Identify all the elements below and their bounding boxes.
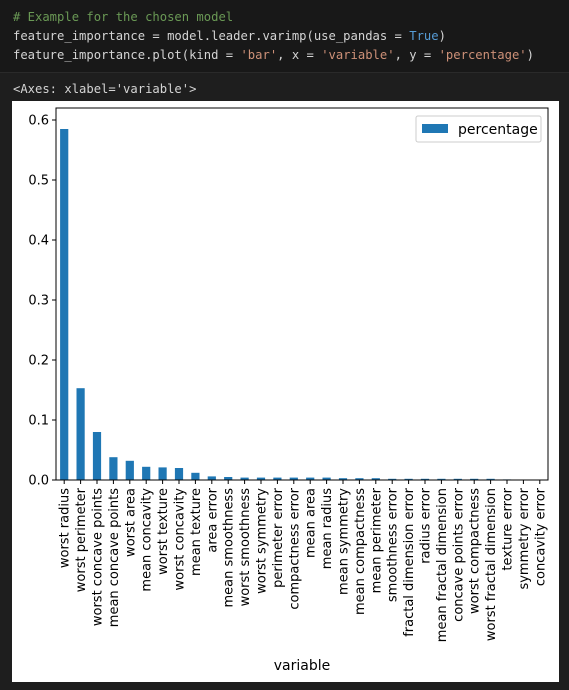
bar <box>125 460 134 480</box>
code-string: 'variable' <box>321 48 395 62</box>
code-line-1: # Example for the chosen model <box>13 8 233 26</box>
bar <box>453 478 462 480</box>
y-tick-label: 0.6 <box>28 114 49 129</box>
code-token: ) <box>526 48 534 62</box>
bar <box>256 477 266 480</box>
bar <box>470 478 479 480</box>
y-tick-label: 0.1 <box>28 414 49 429</box>
x-tick-label: worst perimeter <box>74 487 89 592</box>
bar <box>355 478 364 480</box>
bar <box>289 477 298 480</box>
x-axis-label: variable <box>274 658 330 674</box>
x-tick-label: worst symmetry <box>255 488 270 594</box>
bar <box>306 477 315 480</box>
bar-chart: worst radius worst perimeter worst concave… <box>28 107 549 674</box>
bar <box>338 478 348 480</box>
x-tick-label: mean concavity <box>140 488 155 592</box>
x-tick-label: texture error <box>501 487 516 570</box>
bar <box>109 457 118 480</box>
bar <box>486 478 495 480</box>
legend-swatch <box>422 124 448 133</box>
chart-legend: percentage <box>415 115 542 143</box>
bar <box>388 478 397 480</box>
x-tick-label: worst compactness <box>468 488 483 614</box>
code-keyword: True <box>409 29 439 43</box>
x-tick-label: worst texture <box>156 488 171 575</box>
bar <box>92 432 102 480</box>
x-tick-label: mean perimeter <box>369 487 384 593</box>
bar <box>273 477 282 480</box>
x-tick-label: concave points error <box>451 487 466 621</box>
axes-frame <box>55 107 549 481</box>
code-string: 'bar' <box>240 48 278 62</box>
x-tick-label: area error <box>205 487 220 552</box>
code-line-3: feature_importance.plot(kind = 'bar', x … <box>13 46 534 64</box>
x-tick-label: mean compactness <box>353 488 368 615</box>
bar <box>240 477 249 480</box>
bar <box>404 478 413 480</box>
y-tick-label: 0.3 <box>28 294 49 309</box>
x-tick-label: radius error <box>419 487 434 563</box>
bar <box>60 129 69 480</box>
x-tick-label: fractal dimension error <box>402 487 417 636</box>
x-tick-label: worst radius <box>58 488 73 568</box>
x-tick-label: worst smoothness <box>238 488 253 607</box>
bar <box>207 476 216 480</box>
bar <box>437 478 446 480</box>
x-tick-label: symmetry error <box>517 487 532 589</box>
bar <box>174 468 184 480</box>
x-tick-label: smoothness error <box>386 487 401 602</box>
x-tick-label: worst area <box>123 488 138 557</box>
x-tick-label: worst fractal dimension <box>484 488 499 641</box>
code-token: , y = <box>394 48 439 62</box>
output-repr: <Axes: xlabel='variable'> <box>13 82 197 96</box>
x-tick-label: mean radius <box>320 488 335 569</box>
code-line-2: feature_importance = model.leader.varimp… <box>13 27 446 45</box>
x-tick-label: mean fractal dimension <box>435 488 450 642</box>
x-tick-label: perimeter error <box>271 487 286 588</box>
code-token: , x = <box>277 48 322 62</box>
code-token: ) <box>438 29 446 43</box>
x-tick-label: concavity error <box>533 487 548 586</box>
bar <box>420 478 430 480</box>
code-string: 'percentage' <box>438 48 527 62</box>
bar <box>322 477 331 480</box>
x-tick-label: compactness error <box>287 487 302 609</box>
code-token: feature_importance = model.leader.varimp… <box>13 29 410 43</box>
plot-output: worst radius worst perimeter worst concave… <box>12 101 559 682</box>
x-tick-label: mean concave points <box>107 488 122 627</box>
x-tick-label: mean symmetry <box>337 488 352 595</box>
bar <box>371 478 380 480</box>
x-tick-label: mean area <box>304 488 319 558</box>
legend-label: percentage <box>458 122 538 138</box>
code-comment: # Example for the chosen model <box>13 10 234 24</box>
x-tick-label: mean texture <box>189 488 204 576</box>
bar <box>191 472 200 480</box>
x-tick-label: worst concavity <box>173 488 188 591</box>
y-tick-label: 0.5 <box>28 174 49 189</box>
code-cell[interactable]: # Example for the chosen model feature_i… <box>0 0 569 73</box>
bar <box>224 477 233 480</box>
legend-box <box>415 115 542 143</box>
code-token: feature_importance.plot(kind = <box>13 48 241 62</box>
bar <box>76 388 85 480</box>
y-tick-label: 0.0 <box>28 474 49 489</box>
bar <box>142 466 151 480</box>
x-tick-label: worst concave points <box>91 488 106 626</box>
y-tick-label: 0.2 <box>28 354 49 369</box>
bar <box>158 467 167 480</box>
x-tick-label: mean smoothness <box>222 488 237 608</box>
y-tick-label: 0.4 <box>28 234 49 249</box>
